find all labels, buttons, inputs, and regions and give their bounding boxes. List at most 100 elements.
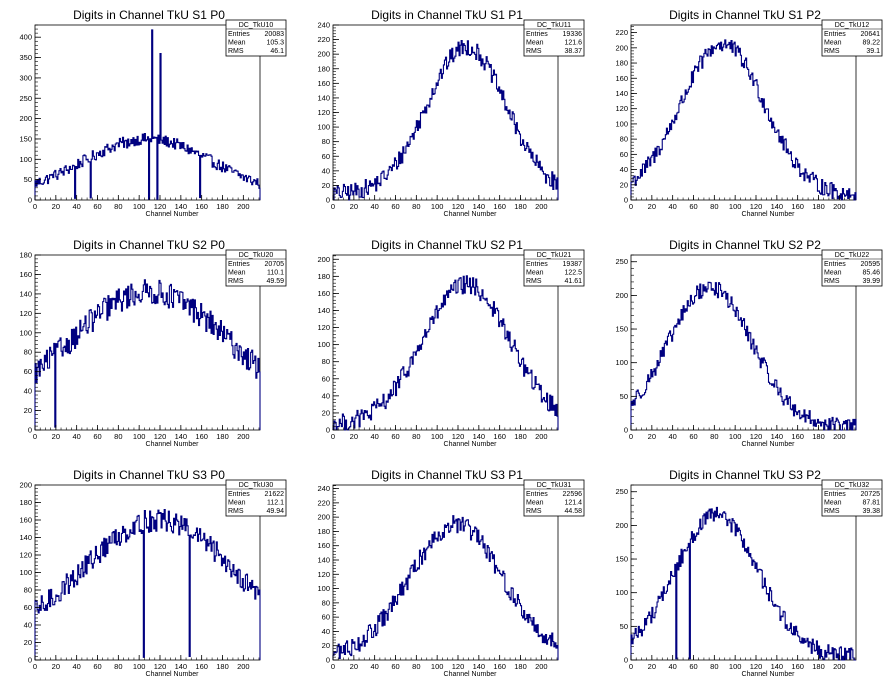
y-tick-label: 120 <box>19 551 32 560</box>
y-tick-label: 160 <box>317 79 330 88</box>
x-tick-label: 60 <box>689 202 697 211</box>
y-tick-label: 0 <box>326 196 330 205</box>
stats-rms-value: 39.99 <box>862 278 880 285</box>
x-tick-label: 160 <box>195 202 208 211</box>
stats-box <box>523 479 585 517</box>
x-tick-label: 160 <box>493 662 506 671</box>
stats-box <box>225 19 287 57</box>
x-tick-label: 100 <box>133 202 146 211</box>
x-tick-label: 180 <box>514 202 527 211</box>
stats-entries-label: Entries <box>228 31 250 38</box>
stats-mean-label: Mean <box>824 40 842 47</box>
x-tick-label: 20 <box>648 662 656 671</box>
stats-entries-value: 20083 <box>265 31 285 38</box>
y-tick-label: 200 <box>615 291 628 300</box>
y-tick-label: 100 <box>317 123 330 132</box>
x-tick-label: 180 <box>812 202 825 211</box>
stats-entries-label: Entries <box>824 31 846 38</box>
chart-title: Digits in Channel TkU S1 P0 <box>73 8 225 22</box>
y-tick-label: 160 <box>317 541 330 550</box>
x-tick-label: 140 <box>473 202 486 211</box>
x-tick-label: 140 <box>771 662 784 671</box>
x-tick-label: 140 <box>771 202 784 211</box>
x-tick-label: 180 <box>216 202 229 211</box>
x-tick-label: 40 <box>72 432 80 441</box>
x-tick-label: 20 <box>52 202 60 211</box>
stats-entries-value: 20705 <box>265 261 285 268</box>
x-tick-label: 0 <box>629 432 633 441</box>
x-tick-label: 40 <box>668 432 676 441</box>
stats-box <box>225 249 287 287</box>
stats-mean-value: 122.5 <box>564 270 582 277</box>
x-tick-label: 200 <box>535 432 548 441</box>
y-tick-label: 220 <box>317 498 330 507</box>
x-tick-label: 200 <box>833 202 846 211</box>
stats-rms-value: 39.38 <box>862 508 880 515</box>
histogram-panel: Digits in Channel TkU S3 P0 0 20 40 60 80 100 1… <box>0 460 298 690</box>
stats-mean-label: Mean <box>526 270 544 277</box>
chart-title: Digits in Channel TkU S2 P2 <box>669 238 821 252</box>
histogram-svg: Digits in Channel TkU S1 P0 0 20 40 60 80 100 1… <box>19 8 287 218</box>
x-tick-label: 140 <box>473 662 486 671</box>
x-tick-label: 160 <box>791 202 804 211</box>
x-tick-label: 60 <box>93 432 101 441</box>
x-tick-label: 200 <box>237 202 250 211</box>
stats-entries-label: Entries <box>228 491 250 498</box>
y-tick-label: 0 <box>28 196 32 205</box>
y-tick-label: 80 <box>322 357 330 366</box>
x-tick-label: 160 <box>493 432 506 441</box>
y-tick-label: 200 <box>317 255 330 264</box>
x-tick-label: 100 <box>431 662 444 671</box>
stats-entries-value: 20725 <box>861 491 881 498</box>
x-tick-label: 80 <box>114 662 122 671</box>
x-tick-label: 100 <box>729 662 742 671</box>
chart-title: Digits in Channel TkU S1 P2 <box>669 8 821 22</box>
stats-box <box>523 19 585 57</box>
y-tick-label: 100 <box>19 328 32 337</box>
x-axis-label: Channel Number <box>444 441 498 448</box>
y-tick-label: 160 <box>19 270 32 279</box>
y-tick-label: 20 <box>322 641 330 650</box>
x-axis-label: Channel Number <box>742 211 796 218</box>
y-tick-label: 220 <box>615 28 628 37</box>
x-tick-label: 200 <box>833 432 846 441</box>
histogram-svg: Digits in Channel TkU S3 P0 0 20 40 60 80 100 1… <box>19 468 287 678</box>
y-tick-label: 180 <box>615 59 628 68</box>
stats-mean-label: Mean <box>228 270 246 277</box>
x-axis-label: Channel Number <box>146 211 200 218</box>
x-tick-label: 160 <box>791 662 804 671</box>
y-tick-label: 40 <box>322 627 330 636</box>
x-tick-label: 100 <box>729 432 742 441</box>
stats-rms-label: RMS <box>824 48 840 55</box>
y-tick-label: 100 <box>317 584 330 593</box>
y-tick-label: 180 <box>317 527 330 536</box>
histogram-svg: Digits in Channel TkU S1 P2 0 20 40 60 80 100 1… <box>615 8 883 218</box>
chart-title: Digits in Channel TkU S3 P1 <box>371 468 523 482</box>
stats-mean-value: 89.22 <box>862 40 880 47</box>
y-tick-label: 150 <box>19 134 32 143</box>
y-tick-label: 140 <box>317 93 330 102</box>
x-tick-label: 0 <box>33 432 37 441</box>
x-tick-label: 40 <box>370 202 378 211</box>
y-tick-label: 50 <box>620 622 628 631</box>
y-tick-label: 140 <box>19 289 32 298</box>
y-tick-label: 80 <box>24 348 32 357</box>
stats-entries-value: 19387 <box>563 261 583 268</box>
y-tick-label: 50 <box>620 392 628 401</box>
stats-mean-value: 112.1 <box>267 500 284 507</box>
x-tick-label: 140 <box>771 432 784 441</box>
y-tick-label: 0 <box>28 656 32 665</box>
stats-rms-label: RMS <box>228 278 244 285</box>
x-tick-label: 160 <box>195 662 208 671</box>
x-tick-label: 60 <box>391 432 399 441</box>
stats-hist-name: DC_TkU31 <box>537 482 572 489</box>
x-tick-label: 100 <box>431 432 444 441</box>
stats-mean-value: 121.4 <box>564 500 582 507</box>
x-tick-label: 140 <box>473 432 486 441</box>
x-tick-label: 100 <box>133 662 146 671</box>
y-tick-label: 20 <box>322 408 330 417</box>
x-tick-label: 120 <box>750 662 763 671</box>
stats-entries-label: Entries <box>228 261 250 268</box>
y-tick-label: 140 <box>317 306 330 315</box>
y-tick-label: 200 <box>19 114 32 123</box>
